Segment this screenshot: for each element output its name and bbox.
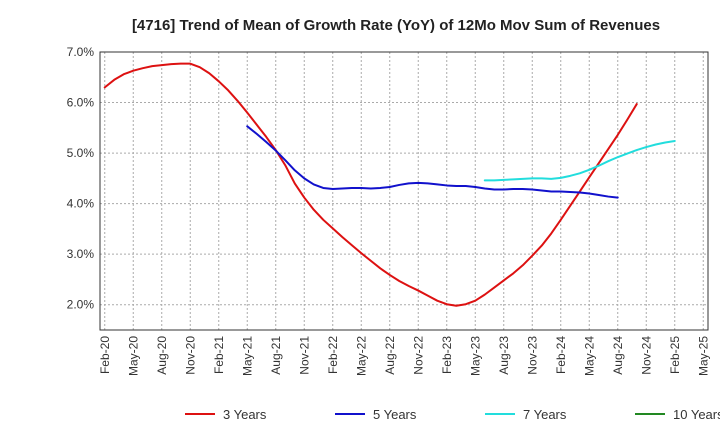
x-tick-label: Aug-21 xyxy=(269,336,283,375)
legend-label: 5 Years xyxy=(373,407,417,422)
x-tick-label: May-22 xyxy=(354,336,368,376)
x-axis: Feb-20 May-20 Aug-20 Nov-20 Feb-21 May-21 Aug-… xyxy=(98,336,711,376)
x-tick-label: Nov-21 xyxy=(297,336,311,375)
series-line-3-years xyxy=(103,62,638,307)
x-tick-label: Nov-23 xyxy=(525,336,539,375)
legend-label: 3 Years xyxy=(223,407,267,422)
x-tick-label: Aug-20 xyxy=(155,336,169,375)
x-tick-label: May-24 xyxy=(582,336,596,376)
legend-label: 10 Years xyxy=(673,407,720,422)
x-tick-label: Nov-22 xyxy=(411,336,425,375)
x-tick-label: Nov-24 xyxy=(639,336,653,375)
chart-title: [4716] Trend of Mean of Growth Rate (YoY… xyxy=(132,17,660,34)
x-tick-label: Aug-24 xyxy=(611,336,625,375)
series-line-7-years xyxy=(483,139,676,182)
x-tick-label: May-23 xyxy=(468,336,482,376)
series-line-5-years xyxy=(246,125,619,199)
x-tick-label: May-20 xyxy=(126,336,140,376)
grid xyxy=(100,51,708,330)
x-tick-label: Aug-22 xyxy=(383,336,397,375)
x-tick-label: Feb-20 xyxy=(98,336,112,374)
x-tick-label: Feb-25 xyxy=(668,336,682,374)
series-group xyxy=(103,62,676,307)
plot-area-border xyxy=(99,51,709,331)
y-tick-label: 6.0% xyxy=(67,96,95,110)
x-tick-label: Nov-20 xyxy=(183,336,197,375)
x-tick-label: Feb-23 xyxy=(440,336,454,374)
y-tick-label: 7.0% xyxy=(67,45,95,59)
x-tick-label: Feb-21 xyxy=(212,336,226,374)
legend-label: 7 Years xyxy=(523,407,567,422)
x-tick-label: Feb-24 xyxy=(554,336,568,374)
y-tick-label: 5.0% xyxy=(67,146,95,160)
legend: 3 Years 5 Years 7 Years 10 Years xyxy=(185,407,720,422)
x-tick-label: May-25 xyxy=(696,336,710,376)
x-tick-label: Aug-23 xyxy=(497,336,511,375)
y-tick-label: 4.0% xyxy=(67,197,95,211)
x-tick-label: May-21 xyxy=(240,336,254,376)
y-tick-label: 2.0% xyxy=(67,298,95,312)
y-axis: 2.0% 3.0% 4.0% 5.0% 6.0% 7.0% xyxy=(67,45,95,312)
y-tick-label: 3.0% xyxy=(67,247,95,261)
x-tick-label: Feb-22 xyxy=(326,336,340,374)
